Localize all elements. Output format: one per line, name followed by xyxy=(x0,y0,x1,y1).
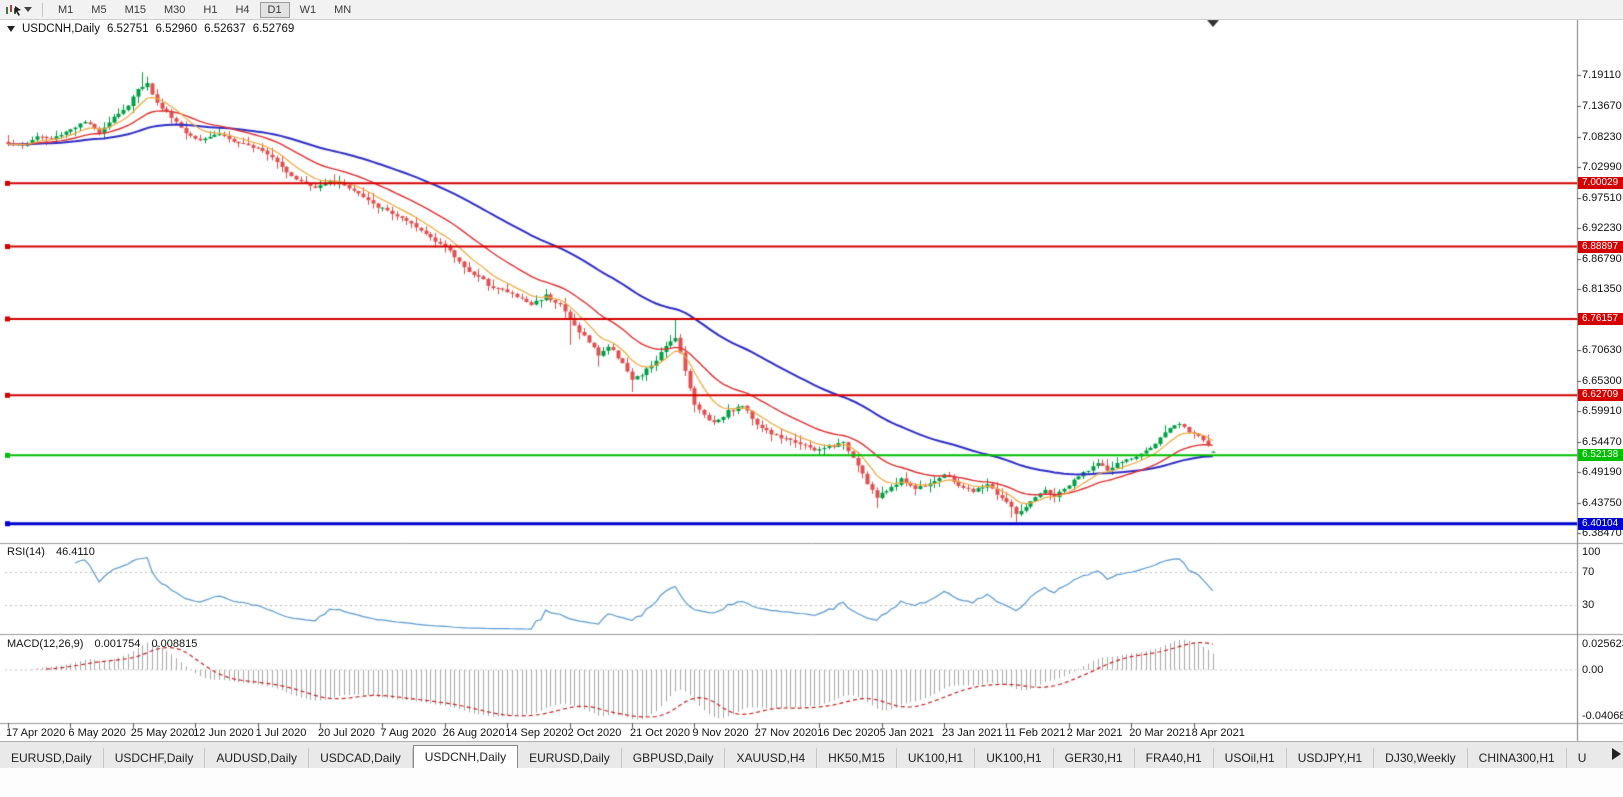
chart-tab-audusd-daily[interactable]: AUDUSD,Daily xyxy=(205,748,310,768)
chart-menu-caret-icon[interactable] xyxy=(24,7,32,12)
chart-window-icon[interactable] xyxy=(4,3,22,17)
timeframe-button-m1[interactable]: M1 xyxy=(58,3,74,16)
chart-tab-eurusd-daily[interactable]: EURUSD,Daily xyxy=(0,748,104,768)
tab-scroll-right-icon[interactable] xyxy=(1612,748,1621,760)
chart-tab-ger30-h1[interactable]: GER30,H1 xyxy=(1054,748,1135,768)
chart-tab-dj30-weekly[interactable]: DJ30,Weekly xyxy=(1374,748,1468,768)
chart-tab-eurusd-daily[interactable]: EURUSD,Daily xyxy=(518,748,622,768)
status-strip xyxy=(0,767,1623,797)
chart-tab-uk100-h1[interactable]: UK100,H1 xyxy=(975,748,1054,768)
timeframe-button-d1[interactable]: D1 xyxy=(259,1,290,18)
timeframe-button-m5[interactable]: M5 xyxy=(91,3,107,16)
chart-tab-fra40-h1[interactable]: FRA40,H1 xyxy=(1135,748,1214,768)
chart-tab-usdcnh-daily[interactable]: USDCNH,Daily xyxy=(412,745,519,768)
chart-tab-uk100-h1[interactable]: UK100,H1 xyxy=(897,748,976,768)
timeframe-button-w1[interactable]: W1 xyxy=(299,3,317,16)
timeframe-button-m30[interactable]: M30 xyxy=(163,3,186,16)
chart-tab-usdcad-daily[interactable]: USDCAD,Daily xyxy=(309,748,413,768)
chart-tab-usoil-h1[interactable]: USOil,H1 xyxy=(1214,748,1287,768)
timeframe-button-h1[interactable]: H1 xyxy=(203,3,218,16)
chart-tab-usdjpy-h1[interactable]: USDJPY,H1 xyxy=(1287,748,1375,768)
timeframe-button-mn[interactable]: MN xyxy=(334,3,352,16)
timeframe-buttons: M1 M5 M15 M30 H1 H4 D1 W1 MN xyxy=(49,1,360,18)
chart-tab-usdchf-daily[interactable]: USDCHF,Daily xyxy=(104,748,206,768)
chart-tab-gbpusd-daily[interactable]: GBPUSD,Daily xyxy=(622,748,726,768)
timeframe-button-h4[interactable]: H4 xyxy=(235,3,250,16)
chart-tab-china300-h1[interactable]: CHINA300,H1 xyxy=(1468,748,1567,768)
chart-tab-bar: EURUSD,Daily USDCHF,Daily AUDUSD,Daily USDC… xyxy=(0,741,1623,768)
chart-tab-hk50-m15[interactable]: HK50,M15 xyxy=(817,748,897,768)
timeframe-button-m15[interactable]: M15 xyxy=(124,3,146,16)
toolbar-separator xyxy=(42,2,43,17)
chart-tab-overflow[interactable]: U xyxy=(1577,751,1587,765)
chart-tab-xauusd-h4[interactable]: XAUUSD,H4 xyxy=(725,748,818,768)
timeframe-toolbar: M1 M5 M15 M30 H1 H4 D1 W1 MN xyxy=(0,0,1623,20)
